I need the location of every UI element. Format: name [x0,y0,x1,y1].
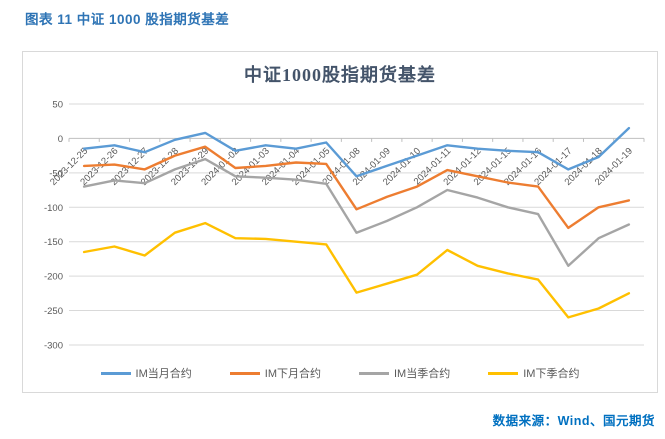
legend-line-swatch [229,371,260,375]
y-tick-label: -300 [44,340,63,351]
legend-line-swatch [100,371,131,375]
chart-box: 50 0 -50 -100 -150 -200 -250 -300 2023-12-25 2023… [22,51,658,393]
series-line[interactable] [82,157,631,268]
y-tick-label: -50 [49,168,63,179]
chart-title: 中证1000股指期货基差 [244,65,436,85]
legend-item-im-current-quarter[interactable]: IM当季合约 [359,365,450,381]
legend-item-im-next-month[interactable]: IM下月合约 [229,365,321,381]
series-line[interactable] [82,145,631,230]
legend-label: IM下月合约 [264,368,321,380]
figure-caption: 图表 11 中证 1000 股指期货基差 [25,12,230,27]
y-tick-label: -100 [44,203,63,214]
legend-label: IM当季合约 [394,368,451,380]
y-tick-label: 0 [58,134,63,145]
y-tick-label: -250 [44,306,63,317]
legend-label: IM当月合约 [135,368,192,380]
legend-item-im-current-month[interactable]: IM当月合约 [100,365,192,381]
series-line[interactable] [82,126,631,178]
legend-label: IM下季合约 [523,368,580,380]
y-tick-label: -150 [44,237,63,248]
legend-line-swatch [488,371,519,375]
legend-item-im-next-quarter[interactable]: IM下季合约 [488,365,579,381]
chart-legend: IM当月合约 IM下月合约 IM当季合约 IM下季合约 [23,365,657,381]
y-tick-label: -200 [44,272,63,283]
y-tick-label: 50 [52,99,63,110]
data-source-text: 数据来源：Wind、国元期货 [492,414,655,428]
chart-svg: 500-50-100-150-200-250-3002023-12-252023… [44,99,645,351]
series-line[interactable] [82,221,631,319]
legend-line-swatch [359,371,389,375]
